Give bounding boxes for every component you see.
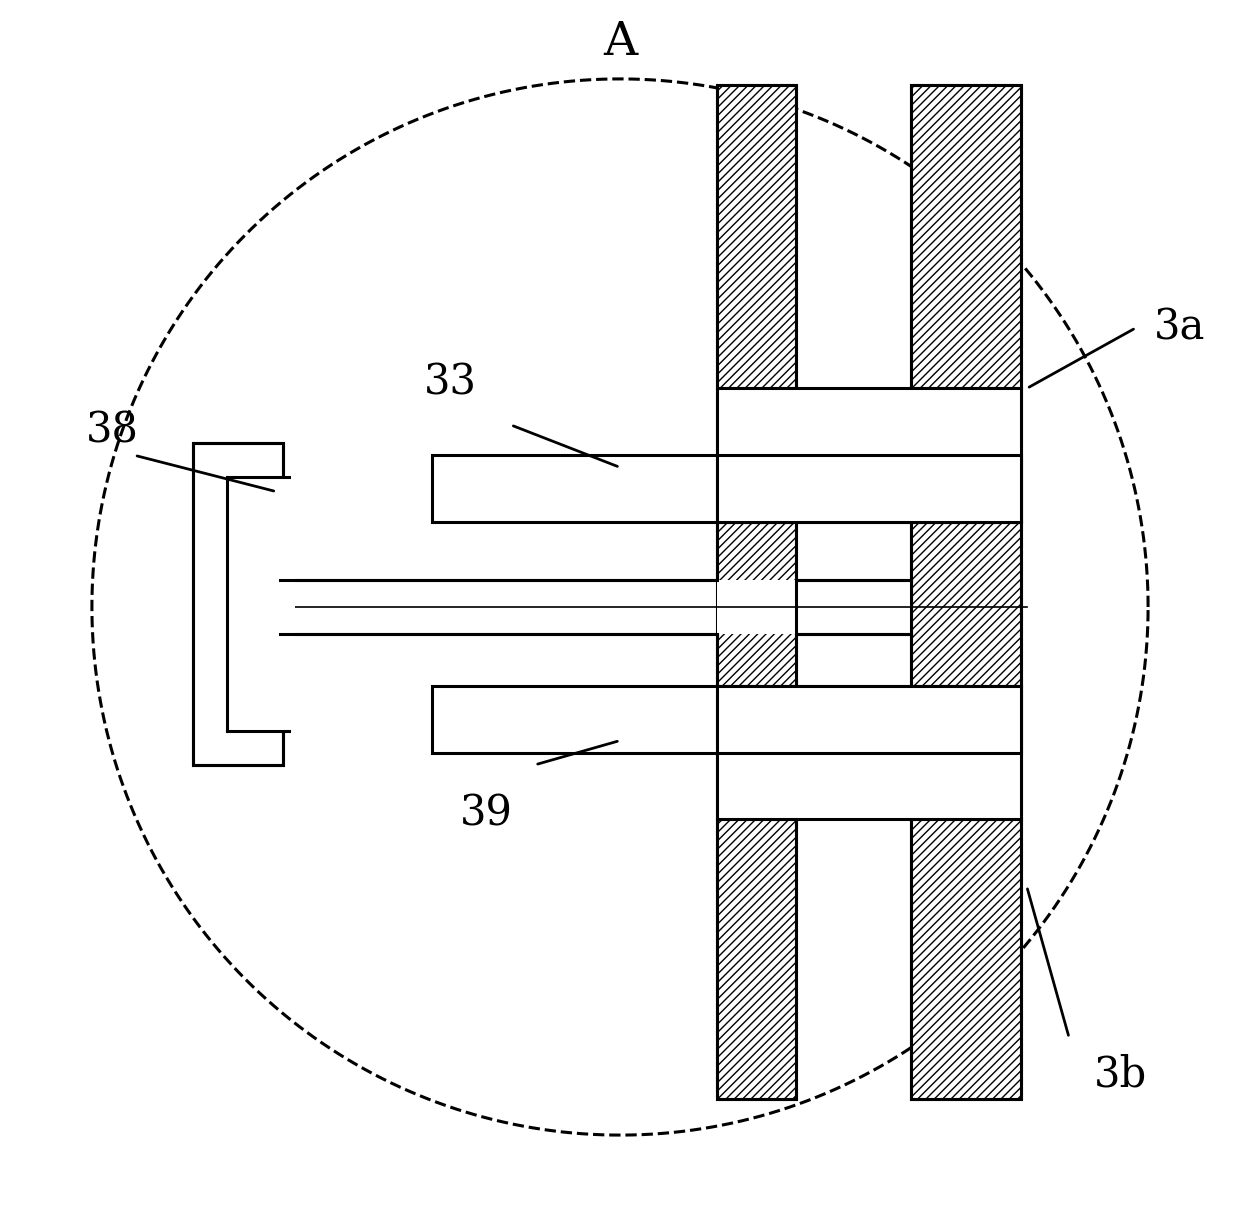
Text: 39: 39 <box>460 793 513 834</box>
Bar <box>717 819 796 1099</box>
Bar <box>717 686 1021 819</box>
Bar <box>911 85 1021 1099</box>
Bar <box>717 522 796 686</box>
Bar <box>717 85 796 388</box>
Text: 3a: 3a <box>1154 307 1205 348</box>
Bar <box>192 443 283 765</box>
Bar <box>717 522 796 686</box>
Text: 3b: 3b <box>1094 1054 1147 1095</box>
Bar <box>192 443 283 765</box>
Bar <box>432 455 717 522</box>
Bar <box>717 819 796 1099</box>
Bar <box>911 522 1021 686</box>
Bar <box>911 85 1021 388</box>
Text: 38: 38 <box>86 410 139 452</box>
Bar <box>911 819 1021 1099</box>
Bar <box>192 443 283 765</box>
Bar <box>717 388 1021 522</box>
Bar <box>432 686 717 753</box>
Bar <box>717 686 1021 753</box>
Bar <box>717 580 796 634</box>
Bar <box>911 522 1021 686</box>
Bar <box>911 819 1021 1099</box>
Bar <box>717 455 1021 522</box>
Bar <box>796 580 911 634</box>
Text: 33: 33 <box>424 362 476 403</box>
Bar <box>717 85 796 388</box>
Bar <box>280 580 717 634</box>
Bar <box>911 85 1021 388</box>
Text: A: A <box>603 19 637 66</box>
Bar <box>227 477 295 731</box>
Bar <box>717 85 796 1099</box>
